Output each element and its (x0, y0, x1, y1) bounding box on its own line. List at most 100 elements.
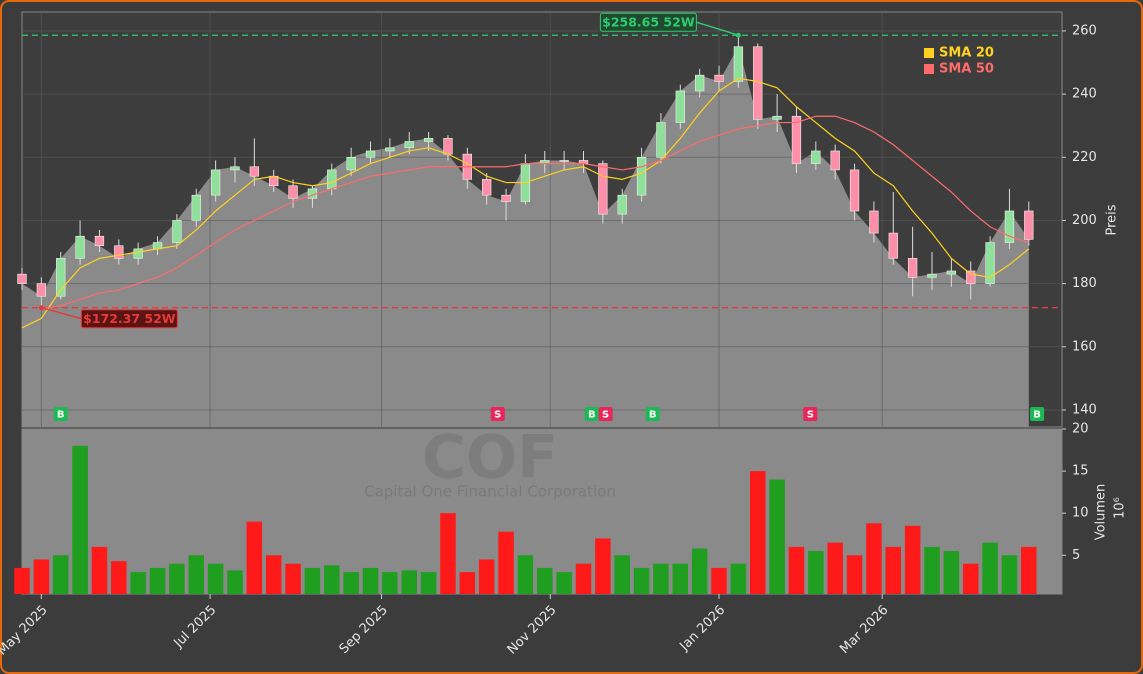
volume-bar (207, 563, 224, 594)
candle-body (1004, 210, 1015, 243)
volume-axis-label: Volumen (1094, 484, 1109, 541)
candle-body (791, 115, 802, 164)
signal-label: S (602, 410, 609, 421)
candle-body (869, 210, 879, 234)
candle-body (17, 273, 27, 284)
volume-bar (924, 546, 940, 594)
signal-marker (490, 407, 505, 421)
y-tick-label: 15 (1072, 464, 1089, 479)
volume-bar (227, 570, 243, 594)
volume-bar (730, 563, 747, 594)
annotation-point (735, 32, 741, 38)
volume-bar (459, 572, 476, 594)
y-tick-label: 240 (1072, 87, 1097, 102)
volume-bar (614, 555, 630, 594)
y-tick-label: 20 (1072, 422, 1089, 437)
legend-label: SMA 20 (939, 46, 994, 61)
y-tick-label: 220 (1072, 150, 1097, 165)
signal-marker (1030, 407, 1045, 421)
volume-bar (711, 567, 727, 594)
candle-body (598, 163, 608, 215)
candle-body (656, 122, 666, 158)
candle-body (249, 166, 259, 177)
volume-bar (808, 551, 824, 594)
volume-bar (653, 563, 669, 594)
volume-bar (14, 567, 30, 594)
candle-body (346, 156, 356, 171)
volume-bar (149, 567, 166, 594)
candle-body (404, 141, 414, 149)
candle-body (423, 138, 434, 142)
volume-bar (517, 555, 534, 594)
annotation-label: $172.37 52W (83, 311, 176, 326)
volume-bar (420, 572, 437, 594)
candle-body (714, 74, 724, 82)
signal-marker (598, 407, 613, 421)
candle-body (191, 194, 201, 221)
volume-bar (537, 567, 553, 594)
volume-bar (440, 513, 456, 594)
volume-bar (188, 555, 204, 594)
candle-body (114, 245, 124, 259)
signal-marker (53, 407, 68, 421)
volume-bar (343, 572, 359, 594)
volume-bar (633, 567, 650, 594)
volume-bar (1001, 555, 1018, 594)
volume-bar (982, 542, 998, 594)
candle-body (36, 283, 47, 297)
volume-bar (52, 555, 69, 594)
candle-body (56, 258, 66, 297)
price-area (22, 46, 1029, 428)
signal-label: S (807, 410, 814, 421)
volume-bar (72, 445, 88, 594)
candle-body (811, 150, 821, 164)
ticker-watermark: COF (422, 423, 558, 493)
volume-bar (324, 565, 340, 594)
candle-body (830, 150, 840, 171)
y-tick-label: 260 (1072, 23, 1097, 38)
candle-body (1024, 210, 1034, 240)
volume-bar (401, 570, 417, 594)
candle-body (907, 258, 918, 278)
candle-body (733, 46, 744, 82)
volume-bar (91, 546, 108, 594)
volume-bar (769, 479, 785, 594)
candle-body (365, 150, 376, 158)
sma-line (41, 115, 1029, 310)
annotation-label: $258.65 52W (602, 15, 695, 30)
candle-body (985, 242, 995, 284)
volume-multiplier: 10⁶ (1113, 497, 1128, 519)
volume-bar (962, 563, 979, 594)
candle-body (966, 270, 976, 284)
signal-label: B (588, 410, 596, 421)
volume-bar (595, 538, 611, 594)
y-tick-label: 200 (1072, 213, 1097, 228)
signal-label: S (494, 410, 501, 421)
signal-label: B (649, 410, 657, 421)
legend-swatch (924, 64, 934, 74)
volume-bar (498, 531, 514, 594)
legend-swatch (924, 48, 934, 58)
volume-bar (130, 572, 146, 594)
volume-bar (575, 563, 592, 594)
signal-marker (803, 407, 818, 421)
candle-body (482, 179, 492, 196)
candle-body (927, 273, 937, 278)
volume-bar (846, 555, 863, 594)
annotation-box (599, 12, 697, 32)
candle-body (210, 169, 221, 196)
candle-body (230, 166, 240, 171)
y-tick-label: 160 (1072, 339, 1097, 354)
annotation-arrow (41, 306, 82, 320)
volume-bar (478, 559, 495, 594)
volume-bar (246, 521, 263, 594)
company-watermark: Capital One Financial Corporation (364, 483, 616, 501)
volume-bar (885, 546, 902, 594)
candle-body (172, 220, 182, 243)
candle-body (675, 90, 685, 123)
candle-body (94, 235, 105, 247)
volume-bar (285, 563, 301, 594)
volume-bar (672, 563, 689, 594)
